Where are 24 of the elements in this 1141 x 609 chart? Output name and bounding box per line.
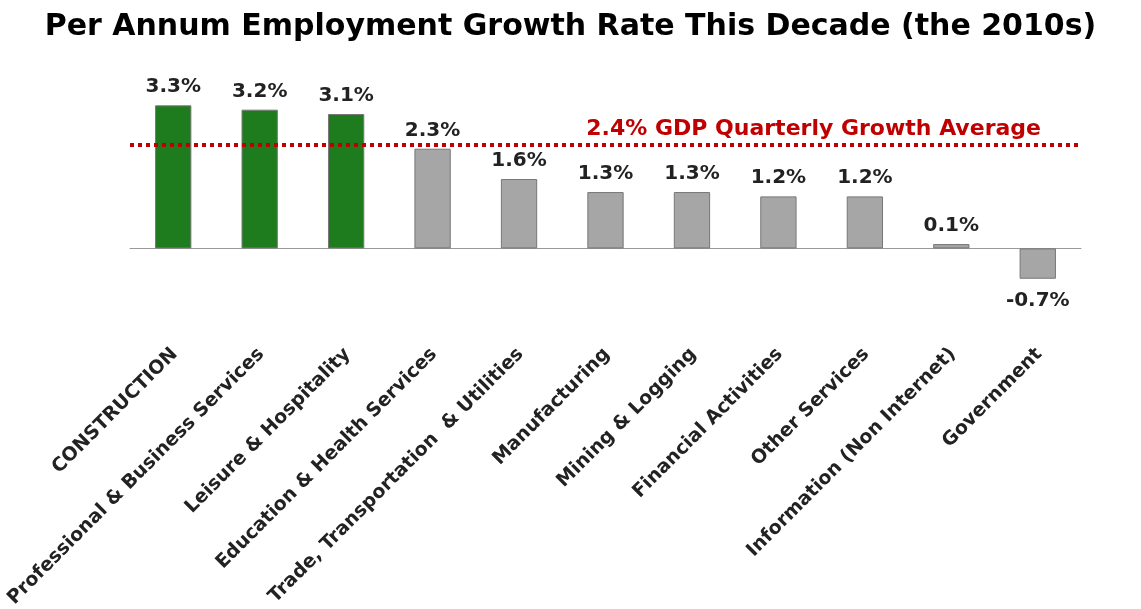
bar bbox=[1019, 248, 1056, 279]
data-label: 2.3% bbox=[404, 116, 461, 141]
data-label: 3.3% bbox=[145, 73, 201, 98]
bar bbox=[587, 192, 624, 249]
data-label: 1.6% bbox=[491, 147, 547, 172]
data-label: -0.7% bbox=[1005, 286, 1070, 311]
bar bbox=[414, 148, 451, 249]
data-label: 3.2% bbox=[231, 77, 288, 102]
bar bbox=[155, 105, 192, 249]
bar bbox=[933, 244, 970, 249]
bar bbox=[760, 196, 797, 249]
bar bbox=[327, 114, 365, 249]
data-label: 1.3% bbox=[664, 160, 720, 185]
data-label: 1.3% bbox=[577, 160, 634, 185]
data-label: 0.1% bbox=[923, 212, 980, 237]
data-label: 3.1% bbox=[318, 82, 374, 107]
bar bbox=[241, 109, 278, 249]
bar bbox=[500, 179, 538, 249]
chart-title: Per Annum Employment Growth Rate This Decade (the 2010s) bbox=[44, 6, 1097, 42]
data-label: 1.2% bbox=[837, 164, 893, 189]
data-label: 1.2% bbox=[750, 164, 807, 189]
bar bbox=[846, 196, 884, 249]
bar bbox=[673, 192, 711, 249]
ref-line-label: 2.4% GDP Quarterly Growth Average bbox=[586, 114, 1041, 140]
